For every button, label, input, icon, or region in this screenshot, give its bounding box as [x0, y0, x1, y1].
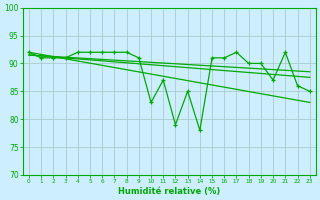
X-axis label: Humidité relative (%): Humidité relative (%) [118, 187, 220, 196]
